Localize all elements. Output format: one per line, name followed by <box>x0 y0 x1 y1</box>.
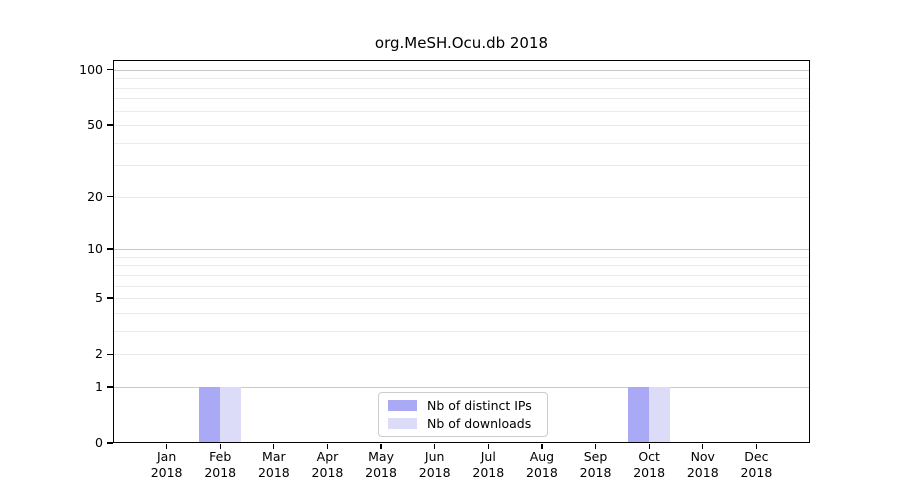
legend-label: Nb of distinct IPs <box>427 397 532 413</box>
y-tick-label: 2 <box>95 346 103 362</box>
x-tick-mark <box>380 444 382 450</box>
x-tick-mark <box>648 444 650 450</box>
y-tick-mark <box>107 124 113 126</box>
minor-gridline <box>113 298 810 300</box>
legend: Nb of distinct IPs Nb of downloads <box>378 392 548 437</box>
x-tick-mark <box>755 444 758 450</box>
x-tick-year: 2018 <box>686 465 719 480</box>
x-tick-label: May 2018 <box>341 449 421 481</box>
legend-swatch <box>388 400 417 411</box>
y-tick-mark <box>107 248 113 250</box>
x-tick-year: 2018 <box>740 465 773 480</box>
x-tick-label: Oct 2018 <box>609 449 689 481</box>
bar-distinct-ips <box>199 386 221 443</box>
y-tick-label: 0 <box>95 435 103 450</box>
x-tick-label: Jul 2018 <box>448 449 528 481</box>
y-tick-mark <box>107 297 113 299</box>
x-tick-label: Mar 2018 <box>234 449 314 481</box>
legend-swatch <box>388 418 417 429</box>
x-tick-month: Dec <box>744 449 769 464</box>
y-tick-label: 100 <box>79 61 103 77</box>
x-tick-year: 2018 <box>579 465 612 480</box>
minor-gridline <box>113 196 810 198</box>
y-tick-label: 20 <box>87 188 103 204</box>
major-gridline <box>113 386 810 388</box>
y-tick-mark <box>107 353 113 355</box>
x-tick-year: 2018 <box>633 465 666 480</box>
x-tick-month: May <box>368 449 394 464</box>
x-tick-year: 2018 <box>204 465 237 480</box>
legend-item: Nb of distinct IPs <box>388 397 538 413</box>
x-tick-label: Feb 2018 <box>180 449 260 481</box>
x-tick-month: Jul <box>480 449 496 464</box>
y-tick-mark <box>107 196 113 198</box>
x-tick-label: Sep 2018 <box>556 449 636 481</box>
minor-gridline <box>113 265 810 267</box>
minor-gridline <box>113 98 810 100</box>
y-tick-mark <box>107 386 113 388</box>
x-tick-month: Nov <box>690 449 715 464</box>
x-tick-month: Apr <box>316 449 339 464</box>
x-tick-month: Jan <box>156 449 177 464</box>
chart-title: org.MeSH.Ocu.db 2018 <box>374 34 549 52</box>
minor-gridline <box>113 256 810 258</box>
x-tick-year: 2018 <box>526 465 558 480</box>
x-tick-year: 2018 <box>311 465 344 480</box>
minor-gridline <box>113 125 810 127</box>
bar-downloads <box>649 386 671 443</box>
plot-area <box>113 60 810 443</box>
minor-gridline <box>113 312 810 314</box>
y-tick-mark <box>107 69 113 71</box>
x-tick-mark <box>702 444 704 450</box>
minor-gridline <box>113 354 810 356</box>
x-tick-year: 2018 <box>418 465 451 480</box>
x-tick-label: Jun 2018 <box>395 449 475 481</box>
minor-gridline <box>113 142 810 144</box>
x-tick-label: Nov 2018 <box>663 449 743 481</box>
x-tick-mark <box>165 444 168 450</box>
bar-downloads <box>220 386 242 443</box>
minor-gridline <box>113 274 810 276</box>
x-tick-month: Sep <box>583 449 608 464</box>
minor-gridline <box>113 78 810 80</box>
x-tick-label: Apr 2018 <box>287 449 367 481</box>
x-tick-year: 2018 <box>365 465 397 480</box>
x-tick-mark <box>434 444 436 450</box>
x-tick-year: 2018 <box>472 465 505 480</box>
x-tick-label: Aug 2018 <box>502 449 582 481</box>
legend-label: Nb of downloads <box>427 415 532 431</box>
x-tick-mark <box>594 444 597 450</box>
x-tick-month: Jun <box>424 449 445 464</box>
x-tick-mark <box>487 444 489 450</box>
y-tick-label: 5 <box>95 290 103 306</box>
x-tick-year: 2018 <box>257 465 290 480</box>
x-tick-month: Mar <box>262 449 286 464</box>
y-tick-label: 1 <box>95 378 103 394</box>
major-gridline <box>113 249 810 251</box>
minor-gridline <box>113 330 810 332</box>
major-gridline <box>113 69 810 71</box>
x-tick-label: Jan 2018 <box>127 449 207 481</box>
x-tick-mark <box>541 444 543 450</box>
x-tick-month: Oct <box>638 449 660 464</box>
x-tick-month: Feb <box>209 449 232 464</box>
bar-distinct-ips <box>628 386 650 443</box>
legend-item: Nb of downloads <box>388 415 538 431</box>
y-tick-label: 50 <box>87 117 103 133</box>
minor-gridline <box>113 87 810 89</box>
x-tick-label: Dec 2018 <box>716 449 796 481</box>
y-tick-mark <box>107 442 113 444</box>
y-tick-label: 10 <box>87 241 103 257</box>
x-tick-mark <box>273 444 275 450</box>
x-tick-mark <box>326 444 329 450</box>
x-tick-month: Aug <box>529 449 555 464</box>
minor-gridline <box>113 110 810 112</box>
x-tick-year: 2018 <box>150 465 183 480</box>
minor-gridline <box>113 165 810 167</box>
x-tick-mark <box>219 444 221 450</box>
minor-gridline <box>113 285 810 287</box>
plot-frame <box>113 60 810 443</box>
